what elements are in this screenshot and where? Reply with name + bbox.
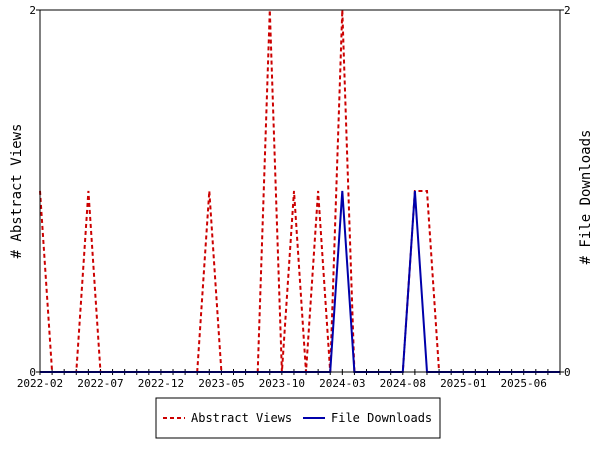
x-tick-label: 2025-06 [501,377,547,390]
x-tick-label: 2022-02 [17,377,63,390]
x-tick-label: 2022-07 [77,377,123,390]
legend-label-file-downloads: File Downloads [331,411,432,425]
y-tick-label-right: 2 [564,4,571,17]
x-tick-label: 2023-10 [259,377,305,390]
legend: Abstract Views File Downloads [155,397,441,439]
y-axis-title-right: # File Downloads [578,130,594,265]
x-tick-label: 2023-05 [198,377,244,390]
x-tick-label: 2024-08 [380,377,426,390]
plot-frame [39,9,561,373]
y-axis-title-left: # Abstract Views [9,124,25,259]
y-axis-labels: 0 2 0 2 [29,4,570,379]
y-tick-label-left: 2 [29,4,36,17]
x-tick-label: 2025-01 [440,377,486,390]
y-axis-ticks [36,9,564,373]
x-tick-label: 2024-03 [319,377,365,390]
legend-box [155,397,441,439]
x-axis-labels: 2022-02 2022-07 2022-12 2023-05 2023-10 2024-… [17,377,547,390]
y-tick-label-left: 0 [29,366,36,379]
legend-label-abstract-views: Abstract Views [191,411,292,425]
y-tick-label-right: 0 [564,366,571,379]
x-tick-label: 2022-12 [138,377,184,390]
